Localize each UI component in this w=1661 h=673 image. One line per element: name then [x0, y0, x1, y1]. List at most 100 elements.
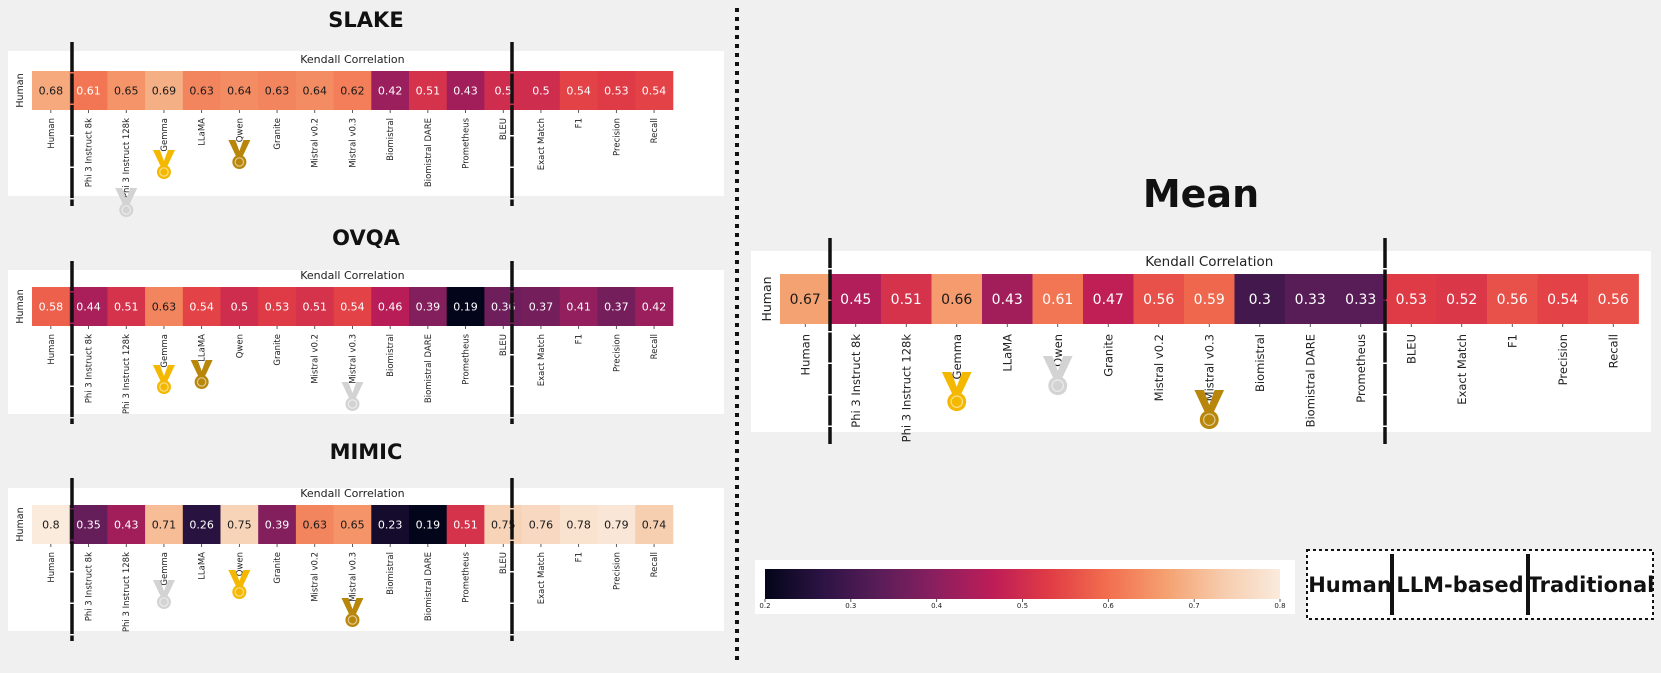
data-label: 0.61	[1042, 292, 1073, 308]
x-tick-label: Phi 3 Instruct 128k	[122, 552, 132, 632]
data-label: 0.79	[604, 518, 629, 531]
x-tick-label: Qwen	[1051, 334, 1065, 367]
heatmap-cell-f1	[559, 505, 598, 544]
colorbar-tick-label: 0.4	[931, 602, 943, 610]
heatmap-cell-phi-3-instruct-8k	[69, 71, 108, 110]
heatmap-cell-bleu	[484, 71, 523, 110]
x-tick-label: Mistral v0.2	[311, 552, 321, 602]
heatmap-subtitle: Kendall Correlation	[300, 53, 404, 66]
colorbar-tick-label: 0.3	[845, 602, 856, 610]
heatmap-cell-gemma	[145, 505, 184, 544]
data-label: 0.8	[42, 518, 60, 531]
x-tick-label: Gemma	[160, 552, 170, 586]
x-tick-label: Biomistral	[386, 552, 396, 595]
data-label: 0.61	[76, 84, 101, 97]
group-legend-box	[1306, 549, 1654, 620]
x-tick-label: Prometheus	[462, 117, 472, 168]
data-label: 0.59	[1194, 292, 1225, 308]
data-label: 0.54	[189, 300, 214, 313]
heatmap-cell-precision	[1537, 274, 1589, 324]
x-tick-label: Qwen	[235, 334, 245, 358]
colorbar-tick-label: 0.2	[759, 602, 770, 610]
heatmap-cell-recall	[1588, 274, 1639, 324]
panel-title: Mean	[1143, 172, 1259, 216]
silver-medal-icon	[341, 382, 364, 411]
heatmap-cell-granite	[258, 505, 297, 544]
x-tick-label: Precision	[1556, 334, 1570, 385]
data-label: 0.3	[1249, 292, 1271, 308]
heatmap-cell-biomistral	[371, 287, 410, 326]
panel-title: SLAKE	[328, 8, 403, 32]
heatmap-cell-recall	[635, 71, 674, 110]
x-tick-label: Biomistral	[386, 334, 396, 377]
data-label: 0.63	[189, 84, 214, 97]
data-label: 0.51	[303, 300, 328, 313]
data-label: 0.37	[529, 300, 554, 313]
bronze-medal-icon	[228, 140, 251, 169]
data-label: 0.68	[39, 84, 64, 97]
x-tick-label: Mistral v0.3	[348, 334, 358, 384]
data-label: 0.33	[1295, 292, 1326, 308]
y-axis-label: Human	[15, 507, 26, 541]
data-label: 0.75	[227, 518, 252, 531]
data-label: 0.56	[1143, 292, 1174, 308]
heatmap-cell-phi-3-instruct-128k	[107, 71, 146, 110]
gold-medal-icon	[941, 372, 972, 412]
silver-medal-icon	[152, 580, 175, 609]
data-label: 0.69	[152, 84, 177, 97]
x-tick-label: Exact Match	[537, 552, 547, 604]
y-axis-label: Human	[15, 73, 26, 107]
heatmap-cell-biomistral-dare	[1285, 274, 1336, 324]
heatmap-cell-bleu	[484, 287, 523, 326]
heatmap-mean: Mean Kendall Correlation Human 0.67 0.45 0.51…	[751, 172, 1651, 444]
heatmap-cell-human	[780, 274, 831, 324]
x-tick-label: LLaMA	[1000, 334, 1014, 372]
x-tick-label: Exact Match	[537, 334, 547, 386]
data-label: 0.37	[604, 300, 629, 313]
x-tick-label: Qwen	[235, 118, 245, 142]
data-label: 0.51	[416, 84, 441, 97]
data-label: 0.71	[152, 518, 177, 531]
heatmap-cell-phi-3-instruct-8k	[830, 274, 882, 324]
x-tick-label: BLEU	[499, 552, 509, 574]
x-tick-label: Exact Match	[537, 118, 547, 170]
data-label: 0.42	[642, 300, 667, 313]
x-tick-label: Mistral v0.3	[348, 118, 358, 168]
x-tick-label: LLaMA	[198, 118, 208, 146]
data-label: 0.41	[566, 300, 591, 313]
heatmap-cell-biomistral-dare	[409, 71, 448, 110]
x-tick-label: Human	[798, 334, 812, 375]
x-tick-label: Phi 3 Instruct 128k	[122, 334, 132, 414]
x-tick-label: Mistral v0.3	[348, 552, 358, 602]
x-tick-label: Mistral v0.3	[1202, 334, 1216, 401]
heatmap-cell-mistral-v0-3	[1184, 274, 1235, 324]
gold-medal-icon	[228, 570, 251, 599]
x-tick-label: Human	[47, 552, 57, 583]
heatmap-cell-biomistral-dare	[409, 287, 448, 326]
data-label: 0.56	[1497, 292, 1528, 308]
data-label: 0.54	[566, 84, 591, 97]
heatmap-cell-mistral-v0-2	[1133, 274, 1185, 324]
heatmap-cell-mistral-v0-2	[295, 287, 334, 326]
gold-medal-icon	[152, 150, 175, 179]
x-tick-label: Recall	[650, 118, 660, 143]
data-label: 0.53	[1396, 292, 1427, 308]
heatmap-cell-qwen	[220, 71, 259, 110]
data-label: 0.33	[1345, 292, 1376, 308]
data-label: 0.64	[227, 84, 252, 97]
heatmap-cell-precision	[597, 287, 636, 326]
x-tick-label: Gemma	[160, 334, 170, 368]
group-legend-traditional: Traditional	[1528, 573, 1655, 597]
data-label: 0.51	[891, 292, 922, 308]
data-label: 0.26	[189, 518, 214, 531]
y-axis-label: Human	[759, 276, 774, 321]
heatmap-cell-biomistral	[371, 505, 410, 544]
x-tick-label: Exact Match	[1455, 334, 1469, 405]
data-label: 0.65	[340, 518, 365, 531]
x-tick-label: BLEU	[499, 118, 509, 140]
data-label: 0.53	[265, 300, 290, 313]
heatmap-cell-llama	[182, 71, 221, 110]
heatmap-cell-gemma	[931, 274, 983, 324]
x-tick-label: Gemma	[950, 334, 964, 379]
